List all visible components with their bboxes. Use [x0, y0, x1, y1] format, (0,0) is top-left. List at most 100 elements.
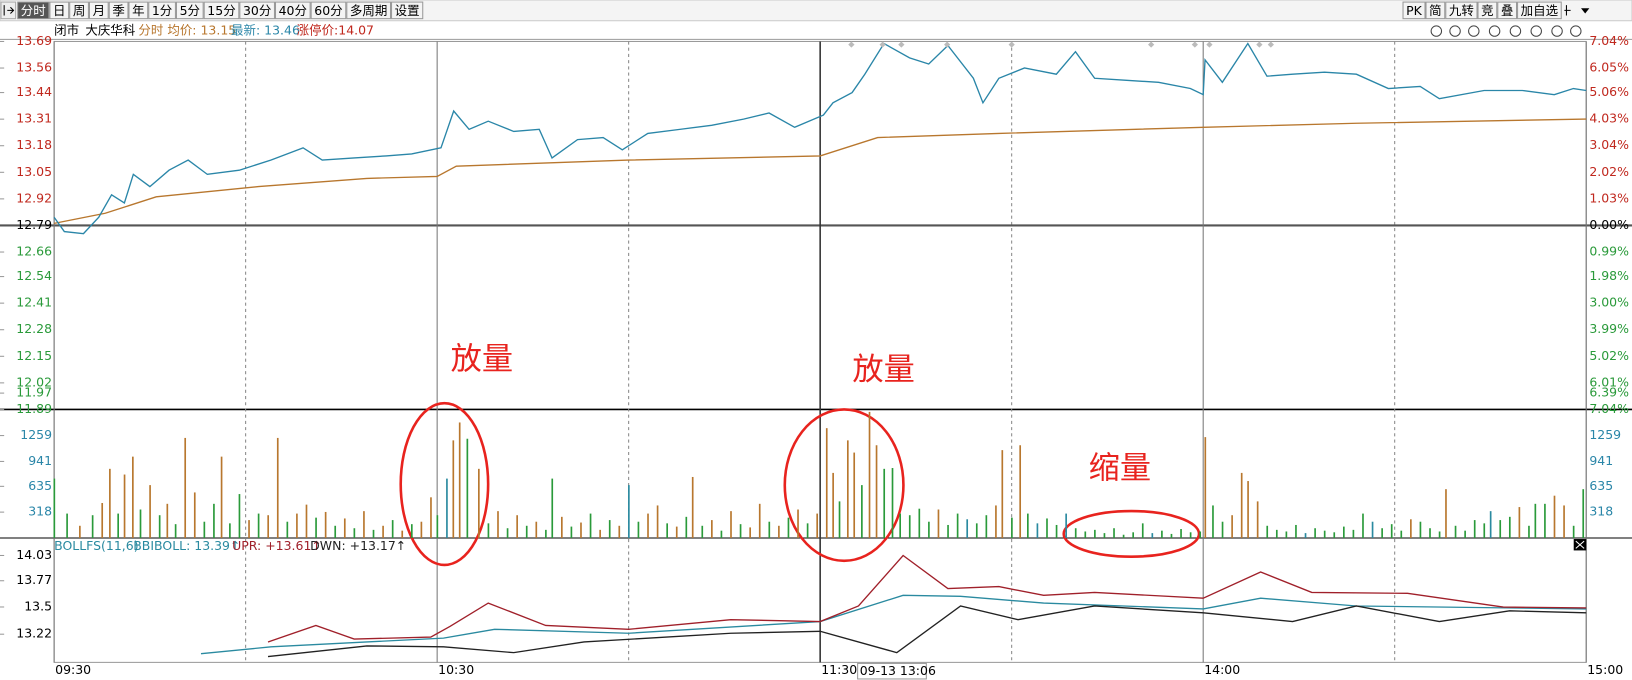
toolbar-button[interactable] [1445, 1, 1478, 20]
toolbar-label[interactable]: 月 [93, 3, 105, 18]
toolbar-button[interactable] [49, 1, 70, 20]
y-tick-pct: 3.04% [1589, 137, 1629, 152]
volume-bar [1295, 524, 1297, 538]
volume-bar [1572, 525, 1575, 538]
close-button[interactable] [1573, 539, 1587, 551]
highlight-ellipses [399, 401, 1201, 567]
toolbar-button[interactable] [391, 1, 424, 20]
toolbar-button[interactable] [1497, 1, 1518, 20]
volume-bar [535, 521, 538, 538]
toolbar-label[interactable]: 多周期 [350, 3, 387, 18]
toolbar-label[interactable]: 叠 [1501, 3, 1513, 18]
event-marker[interactable] [1256, 41, 1263, 48]
volume-bar [1582, 489, 1585, 538]
toolbar-label[interactable]: 40分 [279, 3, 307, 18]
toolbar-label[interactable]: 设置 [395, 3, 420, 18]
toolbar-button[interactable] [310, 1, 347, 20]
toolbar-button[interactable] [1402, 1, 1426, 20]
volume-bar [1304, 533, 1307, 538]
volume-bar [391, 520, 394, 538]
volume-bar [166, 503, 169, 538]
event-marker[interactable] [1008, 41, 1015, 48]
toolbar-label[interactable]: 1分 [152, 3, 172, 18]
volume-bar [305, 504, 308, 538]
toolbar-label[interactable]: 季 [112, 3, 124, 18]
event-marker[interactable] [1267, 41, 1274, 48]
volume-bar [891, 468, 894, 538]
toolbar-button[interactable] [128, 1, 149, 20]
toolbar-label[interactable]: 15分 [207, 3, 235, 18]
volume-bar [647, 513, 649, 538]
boll-upper: UPR: +13.61↑ [232, 538, 322, 553]
toolbar-label[interactable]: 60分 [314, 3, 342, 18]
event-marker[interactable] [944, 41, 951, 48]
toolbar-label[interactable]: PK [1406, 3, 1423, 18]
volume-bar [1544, 503, 1546, 538]
toolbar-label[interactable]: 加自选 [1521, 3, 1559, 18]
toolbar-label[interactable]: 日 [53, 3, 65, 18]
y-tick-label: 635 [28, 478, 52, 493]
toolbar-label[interactable]: 年 [132, 3, 144, 18]
y-tick-label: 12.92 [16, 190, 52, 205]
volume-bar [711, 520, 713, 538]
toolbar-icon[interactable] [1581, 8, 1590, 14]
toolbar-label[interactable]: 分时 [21, 3, 46, 18]
y-tick-label: 12.54 [16, 268, 52, 283]
toolbar-button[interactable] [203, 1, 240, 20]
volume-bar [1483, 523, 1486, 538]
volume-bar [947, 524, 949, 538]
volume-bar [816, 513, 819, 538]
event-marker[interactable] [848, 41, 855, 48]
volume-bar [1170, 533, 1173, 538]
boll-mid: BBIBOLL: 13.39↑ [133, 538, 240, 553]
annotation: 放量 [852, 352, 914, 388]
volume-bar [248, 520, 250, 538]
volume-bar [608, 520, 611, 538]
toolbar-button[interactable] [1517, 1, 1562, 20]
toolbar-icon[interactable] [0, 1, 17, 20]
volume-bar [637, 521, 640, 538]
toolbar-label[interactable]: 30分 [243, 3, 271, 18]
volume-bar [685, 516, 688, 538]
toolbar-button[interactable] [346, 1, 392, 20]
toolbar-button[interactable] [108, 1, 129, 20]
volume-bar [545, 529, 547, 538]
volume-bar [324, 511, 327, 538]
toolbar-label[interactable]: 周 [73, 3, 85, 18]
toolbar-label[interactable]: 九转 [1449, 3, 1474, 18]
toolbar-button[interactable] [1425, 1, 1446, 20]
x-tick-label: 09:30 [55, 662, 91, 677]
volume-bar [203, 521, 206, 538]
volume-bar [883, 468, 886, 538]
toolbar-label[interactable]: 竞 [1481, 3, 1493, 18]
toolbar-button[interactable] [274, 1, 311, 20]
toolbar-label[interactable]: 简 [1429, 3, 1441, 18]
volume-bar [730, 511, 732, 538]
toolbar-button[interactable] [175, 1, 204, 20]
y-tick-label: 13.77 [16, 572, 52, 587]
toolbar-icon[interactable] [1564, 5, 1571, 16]
limit-up: 涨停价:14.07 [297, 23, 374, 38]
volume-bar [220, 456, 223, 538]
volume-bar [561, 516, 563, 538]
chart-tools[interactable] [1430, 25, 1582, 37]
toolbar-button[interactable] [88, 1, 109, 20]
volume-bar [1247, 481, 1249, 538]
volume-bar [1285, 531, 1288, 538]
toolbar-label[interactable]: 5分 [180, 3, 200, 18]
toolbar-button[interactable] [69, 1, 89, 20]
boll-lower: DWN: +13.17↑ [310, 538, 406, 553]
x-tick-label: 10:30 [438, 662, 474, 677]
toolbar-button[interactable] [148, 1, 176, 20]
toolbar-button[interactable] [17, 1, 50, 20]
boll-upper-line [267, 554, 1587, 643]
volume-bar [1161, 530, 1163, 538]
toolbar-button[interactable] [1477, 1, 1498, 20]
volume-bar [1240, 472, 1243, 538]
event-marker[interactable] [1206, 41, 1213, 48]
event-marker[interactable] [879, 41, 886, 48]
toolbar-button[interactable] [239, 1, 275, 20]
event-marker[interactable] [898, 41, 905, 48]
